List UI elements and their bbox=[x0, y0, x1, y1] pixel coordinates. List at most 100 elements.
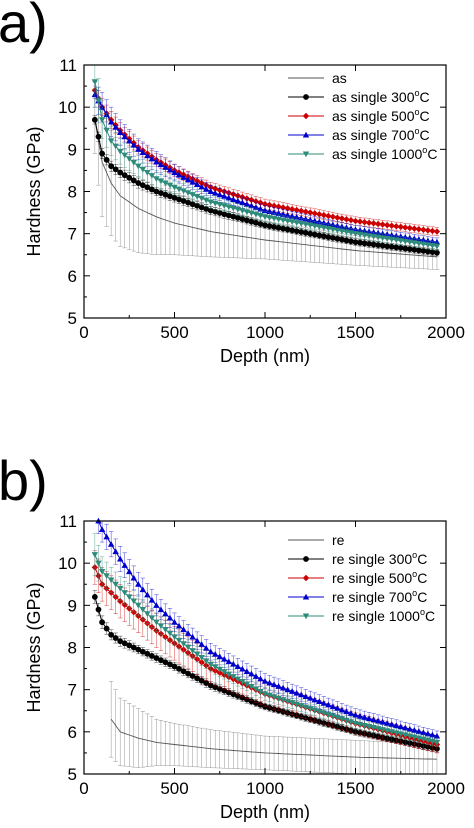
x-tick-label: 0 bbox=[79, 779, 88, 798]
data-point bbox=[225, 671, 232, 678]
data-point bbox=[365, 233, 373, 239]
data-point bbox=[288, 700, 296, 706]
data-point bbox=[275, 216, 282, 223]
data-point bbox=[393, 223, 400, 230]
data-point bbox=[126, 174, 133, 181]
data-point bbox=[316, 709, 323, 715]
data-point bbox=[343, 216, 350, 223]
data-point bbox=[311, 707, 318, 714]
data-point bbox=[121, 152, 128, 159]
data-point bbox=[189, 673, 196, 679]
y-tick-label: 9 bbox=[68, 596, 77, 615]
data-point bbox=[266, 679, 273, 686]
legend-marker-3 bbox=[302, 593, 310, 600]
data-point bbox=[108, 631, 115, 638]
data-point bbox=[153, 176, 160, 183]
data-point bbox=[198, 641, 205, 647]
data-point bbox=[320, 710, 328, 717]
data-point bbox=[279, 684, 287, 691]
series-0 bbox=[108, 680, 440, 775]
data-point bbox=[397, 238, 404, 244]
data-point bbox=[130, 141, 137, 148]
data-point bbox=[189, 648, 196, 654]
data-point bbox=[243, 668, 251, 674]
data-point bbox=[198, 183, 205, 190]
series-4 bbox=[91, 64, 441, 251]
data-point bbox=[365, 715, 373, 722]
data-point bbox=[257, 675, 264, 682]
data-point bbox=[420, 729, 427, 736]
data-point bbox=[230, 674, 237, 680]
data-point bbox=[121, 172, 128, 179]
series-line bbox=[110, 718, 437, 760]
data-point bbox=[225, 658, 232, 665]
data-point bbox=[320, 219, 328, 226]
data-point bbox=[311, 217, 318, 224]
data-point bbox=[411, 225, 418, 232]
data-point bbox=[230, 196, 237, 202]
data-point bbox=[117, 585, 124, 592]
data-point bbox=[166, 630, 174, 637]
data-point bbox=[424, 242, 432, 249]
data-point bbox=[329, 703, 337, 710]
data-point bbox=[370, 220, 377, 227]
data-point bbox=[112, 123, 119, 130]
y-tick-label: 11 bbox=[59, 56, 77, 75]
data-point bbox=[288, 206, 296, 213]
data-point bbox=[184, 644, 192, 651]
data-point bbox=[162, 610, 169, 617]
data-point bbox=[397, 223, 404, 231]
data-point bbox=[193, 181, 201, 187]
data-point bbox=[230, 660, 237, 667]
data-point bbox=[239, 679, 246, 685]
data-point bbox=[361, 714, 368, 720]
data-point bbox=[325, 220, 332, 227]
data-point bbox=[184, 176, 192, 183]
data-point bbox=[126, 156, 133, 163]
data-point bbox=[311, 223, 318, 230]
data-point bbox=[343, 229, 350, 236]
data-point bbox=[352, 231, 359, 237]
data-point bbox=[91, 552, 99, 558]
data-point bbox=[130, 159, 137, 166]
data-point bbox=[361, 232, 368, 239]
legend: re re single 300oC re single 500oC re singl… bbox=[288, 532, 435, 624]
data-point bbox=[406, 239, 413, 246]
data-point bbox=[261, 200, 269, 208]
data-point bbox=[117, 597, 124, 605]
data-point bbox=[397, 723, 404, 730]
data-point bbox=[103, 533, 110, 540]
y-tick-label: 10 bbox=[58, 98, 77, 117]
data-point bbox=[98, 569, 106, 575]
data-point bbox=[221, 193, 228, 199]
data-point bbox=[302, 704, 309, 711]
data-point bbox=[153, 158, 160, 165]
data-point bbox=[239, 199, 246, 206]
data-point bbox=[298, 220, 305, 227]
data-point bbox=[189, 178, 196, 185]
data-point bbox=[298, 691, 305, 698]
data-point bbox=[91, 79, 99, 86]
data-point bbox=[325, 226, 332, 232]
data-point bbox=[266, 215, 273, 221]
data-point bbox=[153, 619, 160, 626]
legend-marker-1 bbox=[303, 94, 309, 100]
data-point bbox=[103, 156, 110, 163]
data-point bbox=[334, 227, 341, 234]
legend-label-1: as single 300oC bbox=[332, 88, 430, 105]
data-point bbox=[347, 719, 355, 726]
data-point bbox=[402, 238, 409, 245]
data-point bbox=[193, 651, 201, 658]
data-point bbox=[175, 186, 183, 193]
data-point bbox=[162, 180, 169, 187]
data-point bbox=[334, 714, 341, 721]
data-point bbox=[216, 666, 223, 673]
data-point bbox=[234, 197, 242, 204]
data-point bbox=[298, 207, 305, 215]
data-point bbox=[329, 213, 337, 220]
data-point bbox=[139, 606, 147, 613]
data-point bbox=[198, 677, 205, 684]
data-point bbox=[307, 694, 314, 701]
legend-marker-2 bbox=[302, 574, 310, 582]
